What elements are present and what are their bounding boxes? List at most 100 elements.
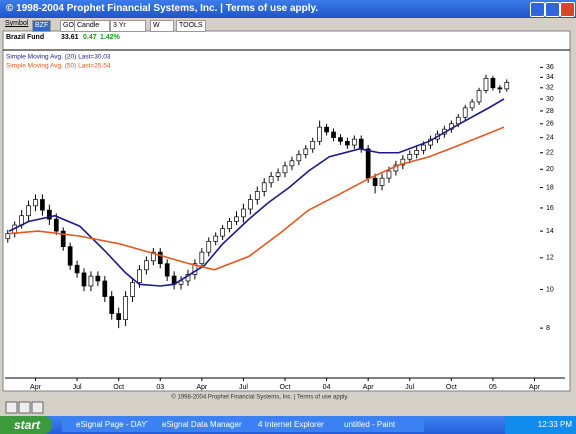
minimize[interactable]: [530, 2, 545, 17]
y-tick-label: 36: [546, 64, 554, 71]
candle-body: [310, 140, 316, 150]
candle-body: [254, 191, 260, 200]
x-tick-label: Apr: [529, 384, 541, 391]
y-tick-label: 34: [546, 74, 554, 81]
y-tick-label: 28: [546, 108, 554, 115]
y-tick-label: 22: [546, 150, 554, 157]
candle-body: [289, 160, 295, 167]
x-tick-label: Apr: [30, 384, 42, 391]
candle-body: [345, 140, 350, 146]
candle-body: [227, 221, 232, 229]
task-item[interactable]: eSignal Page - DAYTR...: [62, 418, 156, 432]
chart: Brazil Fund 33.61 0.47 1.42% © 1998-2004…: [2, 30, 571, 414]
y-tick-label: 16: [546, 205, 554, 212]
candle-body: [261, 182, 267, 192]
candle-body: [26, 205, 31, 217]
symbol-label: Symbol: [5, 20, 29, 27]
y-tick-label: 10: [546, 286, 554, 293]
candle-body: [130, 282, 135, 297]
symbol-input[interactable]: BZF: [32, 20, 52, 32]
legend-entry: Simple Moving Avg. (50) Last=25.54: [6, 63, 111, 70]
window-title: © 1998-2004 Prophet Financial Systems, I…: [6, 3, 319, 14]
candle-body: [60, 230, 66, 247]
candle-body: [407, 153, 413, 160]
quote-change: 0.47: [83, 34, 97, 41]
candle-body: [67, 246, 73, 266]
candle-body: [469, 101, 475, 109]
candle-body: [455, 116, 461, 125]
y-tick-label: 32: [546, 85, 554, 92]
candle-body: [164, 263, 170, 277]
start-button[interactable]: start: [0, 416, 52, 434]
candle-body: [282, 165, 288, 174]
candle-body: [386, 170, 392, 179]
candle-body: [351, 138, 357, 146]
quote-name: Brazil Fund: [6, 34, 44, 41]
x-tick-label: Jul: [239, 384, 248, 391]
candle-body: [144, 260, 149, 271]
x-tick-label: Jul: [73, 384, 82, 391]
task-item[interactable]: 4 Internet Explorer: [244, 418, 338, 432]
candle-body: [109, 296, 115, 314]
candle-body: [40, 199, 45, 211]
task-item[interactable]: untitled - Paint: [330, 418, 424, 432]
interval[interactable]: W: [150, 20, 174, 32]
x-tick-label: 04: [323, 384, 331, 391]
candle-body: [137, 269, 142, 283]
candle-body: [372, 177, 378, 186]
candle-body: [296, 153, 302, 162]
x-tick-label: 03: [156, 384, 164, 391]
candle-body: [490, 77, 496, 89]
candle-body: [213, 235, 219, 242]
candle-body: [497, 87, 503, 90]
candle-body: [53, 218, 59, 232]
tools-button[interactable]: TOOLS: [176, 20, 206, 32]
go-button[interactable]: GO: [60, 20, 77, 32]
candle-body: [81, 272, 87, 287]
candle-body: [421, 144, 426, 151]
x-tick-label: Oct: [113, 384, 124, 391]
candle-body: [206, 240, 212, 253]
candle-body: [324, 126, 329, 133]
candle-body: [116, 313, 122, 321]
y-tick-label: 12: [546, 255, 554, 262]
period[interactable]: 3 Yr: [110, 20, 146, 32]
y-tick-label: 8: [546, 325, 550, 332]
zoom-out[interactable]: [18, 401, 31, 414]
close[interactable]: [560, 2, 575, 17]
candle-body: [268, 176, 274, 184]
y-tick-label: 18: [546, 184, 554, 191]
zoom-reset[interactable]: [31, 401, 44, 414]
candle-body: [199, 251, 205, 265]
title-bar: © 1998-2004 Prophet Financial Systems, I…: [0, 0, 576, 18]
zoom-in[interactable]: [5, 401, 18, 414]
chart-frame: [2, 30, 571, 392]
candle-body: [157, 251, 163, 265]
chart-style[interactable]: Candle: [74, 20, 110, 32]
candle-body: [414, 150, 420, 155]
x-tick-label: Jul: [405, 384, 414, 391]
candle-body: [379, 177, 385, 186]
maximize[interactable]: [545, 2, 560, 17]
moving-average-line: [9, 126, 505, 271]
candle-body: [504, 82, 510, 90]
candle-body: [234, 216, 239, 222]
candle-body: [241, 208, 246, 218]
candle-body: [5, 233, 11, 240]
candle-body: [95, 275, 101, 282]
x-tick-label: Oct: [446, 384, 457, 391]
y-tick-label: 14: [546, 228, 554, 235]
legend-entry: Simple Moving Avg. (20) Last=30.03: [6, 54, 111, 61]
candle-body: [303, 148, 309, 155]
candle-body: [178, 280, 184, 285]
quote-last: 33.61: [61, 34, 79, 41]
moving-average-line: [8, 98, 505, 287]
candle-body: [317, 126, 323, 142]
task-item[interactable]: eSignal Data Manager: [148, 418, 252, 432]
candle-body: [476, 90, 482, 103]
candle-body: [102, 280, 108, 297]
candle-body: [123, 296, 128, 321]
candle-body: [74, 264, 80, 274]
x-tick-label: Apr: [196, 384, 208, 391]
